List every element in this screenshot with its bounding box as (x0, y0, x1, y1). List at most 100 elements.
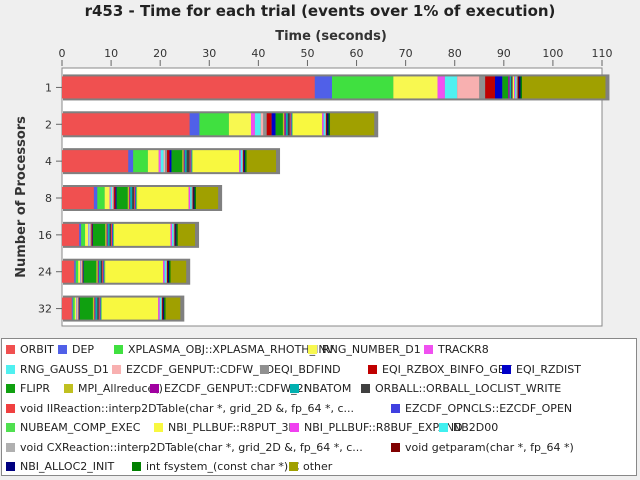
bar-segment (97, 297, 99, 320)
bar-segment (437, 76, 445, 99)
y-tick-label: 2 (45, 118, 52, 131)
bar-segment (512, 76, 515, 99)
legend-label: void CXReaction::interp2DTable(char *, g… (20, 440, 363, 454)
bar-segment (115, 187, 117, 209)
bar-segment (81, 223, 86, 246)
bar-segment (165, 150, 168, 173)
bar-segment (99, 297, 101, 320)
bar-segment (78, 297, 79, 320)
legend-item: NBI_PLLBUF::R8BUF_EXPAND (290, 418, 463, 438)
legend-swatch (439, 423, 448, 432)
legend-label: NUBEAM_COMP_EXEC (20, 421, 141, 434)
legend-item: EQI_RZBOX_BINFO_GET (368, 360, 512, 380)
bar-segment (292, 113, 323, 136)
bar-segment (101, 297, 159, 320)
bar-segment (105, 223, 107, 246)
bar-segment (194, 187, 197, 209)
bar-segment (134, 187, 136, 209)
bar-segment (516, 76, 518, 99)
bar-segment (282, 113, 285, 136)
bar-segment (137, 187, 189, 209)
legend-label: ORBIT (20, 343, 54, 356)
legend-item: EZCDF_GENPUT::CDFW_2I (150, 379, 307, 399)
bar-segment (290, 113, 292, 136)
bars-layer (62, 74, 610, 322)
x-tick-label: 60 (350, 47, 364, 60)
bar-segment (78, 297, 80, 320)
legend-swatch (6, 462, 15, 471)
bar-segment (161, 297, 163, 320)
legend-item: MPI_Allreduce() (64, 379, 163, 399)
bar-segment (515, 76, 517, 99)
bar-segment (323, 113, 326, 136)
bar-segment (494, 76, 503, 99)
bar-segment (104, 187, 110, 209)
bar-segment (97, 187, 105, 209)
bar-segment (182, 150, 184, 173)
bar-segment (133, 150, 148, 173)
bar-segment (266, 113, 272, 136)
bar-segment (485, 76, 495, 99)
bar-segment (81, 260, 83, 283)
bar-segment (98, 260, 101, 283)
bar-segment (193, 187, 195, 209)
bar-segment (77, 297, 79, 320)
bar-segment (88, 223, 90, 246)
legend-swatch (154, 423, 163, 432)
x-tick-label: 70 (399, 47, 413, 60)
bar-segment (190, 187, 192, 209)
legend-swatch (289, 462, 298, 471)
bar-segment (287, 113, 290, 136)
legend-item: ORBALL::ORBALL_LOCLIST_WRITE (361, 379, 561, 399)
bar-segment (188, 187, 191, 209)
bar-segment (163, 297, 165, 320)
legend-item: EQI_RZDIST (502, 360, 581, 380)
legend-item: EZCDF_OPNCLS::EZCDF_OPEN (391, 399, 572, 419)
legend-item: int fsystem_(const char *) C (132, 457, 299, 477)
bar-segment (163, 260, 165, 283)
bar-segment (271, 113, 276, 136)
bar-segment (170, 260, 187, 283)
bar-segment (62, 260, 75, 283)
legend-label: other (303, 460, 333, 473)
x-tick-label: 80 (448, 47, 462, 60)
bar-segment (328, 113, 331, 136)
bar-segment (251, 113, 255, 136)
x-tick-label: 50 (300, 47, 314, 60)
legend-item: RNG_GAUSS_D1 (6, 360, 109, 380)
bar-segment (169, 260, 171, 283)
bar-segment (240, 150, 243, 173)
bar-segment (199, 113, 229, 136)
legend-label: NBI_ALLOC2_INIT (20, 460, 115, 473)
bar-segment (62, 76, 315, 99)
bar-segment (106, 223, 108, 246)
bar-segment (239, 150, 241, 173)
bar-segment (444, 76, 458, 99)
bar-segment (92, 223, 106, 246)
legend: ORBIT DEP XPLASMA_OBJ::XPLASMA_RHOTH_INV RN… (1, 338, 637, 476)
bar-segment (79, 223, 82, 246)
chart-plot: Time (seconds) Number of Processors 0 10 2… (14, 29, 613, 327)
legend-swatch (391, 442, 400, 452)
legend-item: ORBIT (6, 340, 54, 360)
bar-segment (192, 150, 240, 173)
bar-segment (176, 223, 178, 246)
bar-segment (327, 113, 329, 136)
bar-segment (75, 260, 79, 283)
x-tick-label: 100 (542, 47, 563, 60)
legend-item: NUBEAM_COMP_EXEC (6, 418, 140, 438)
bar-segment (79, 297, 80, 320)
bar-segment (508, 76, 510, 99)
bar-segment (109, 187, 111, 209)
x-axis-label: Time (seconds) (275, 29, 387, 44)
bar-segment (128, 150, 134, 173)
legend-label: MPI_Allreduce() (78, 382, 163, 395)
bar-segment (82, 260, 83, 283)
bar-segment (189, 150, 191, 173)
bar-segment (76, 297, 78, 320)
legend-label: int fsystem_(const char *) C (146, 460, 300, 473)
bar-segment (92, 223, 94, 246)
bar-segment (174, 223, 176, 246)
y-tick-label: 32 (38, 303, 52, 316)
bar-segment (163, 150, 166, 173)
